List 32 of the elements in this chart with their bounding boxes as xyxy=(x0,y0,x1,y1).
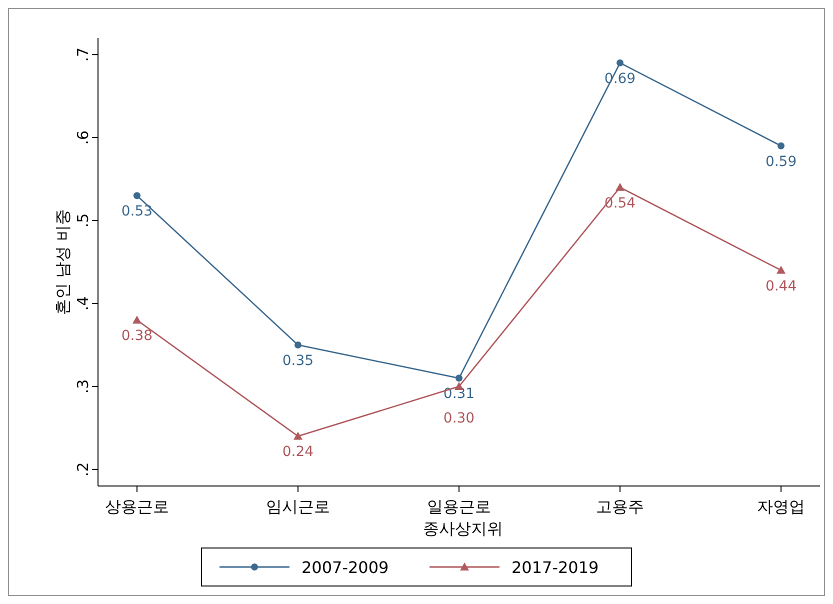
data-label: 0.30 xyxy=(443,410,475,426)
x-tick-label: 일용근로 xyxy=(427,497,491,516)
y-tick-label: .4 xyxy=(74,296,92,311)
x-tick-label: 자영업 xyxy=(757,497,806,516)
data-label: 0.24 xyxy=(282,444,314,460)
x-axis-title: 종사상지위 xyxy=(423,519,503,538)
point xyxy=(293,432,302,440)
point xyxy=(132,316,142,324)
point xyxy=(778,142,785,150)
y-tick-label: .7 xyxy=(74,47,92,62)
point xyxy=(456,374,462,382)
legend-label: 2017-2019 xyxy=(512,558,599,577)
x-tick-label: 임시근로 xyxy=(266,497,330,516)
y-tick-label: .3 xyxy=(74,379,92,394)
y-tick-label: .2 xyxy=(74,462,92,477)
point xyxy=(294,341,302,348)
data-label: 0.38 xyxy=(121,328,153,344)
point xyxy=(616,59,624,66)
legend-label: 2007-2009 xyxy=(302,558,389,577)
x-tick-label: 고용주 xyxy=(596,497,644,516)
point xyxy=(133,192,140,200)
y-axis-title: 혼인 남성 비중 xyxy=(53,208,72,316)
x-tick-label: 상용근로 xyxy=(104,497,169,516)
data-label: 0.44 xyxy=(765,278,797,294)
point xyxy=(616,182,625,191)
data-label: 0.35 xyxy=(282,352,314,369)
y-tick-label: .5 xyxy=(74,213,92,228)
data-label: 0.59 xyxy=(765,154,797,170)
point xyxy=(776,266,786,274)
data-label: 0.54 xyxy=(604,195,636,212)
y-tick-label: .6 xyxy=(74,130,92,145)
data-label: 0.53 xyxy=(121,204,153,220)
